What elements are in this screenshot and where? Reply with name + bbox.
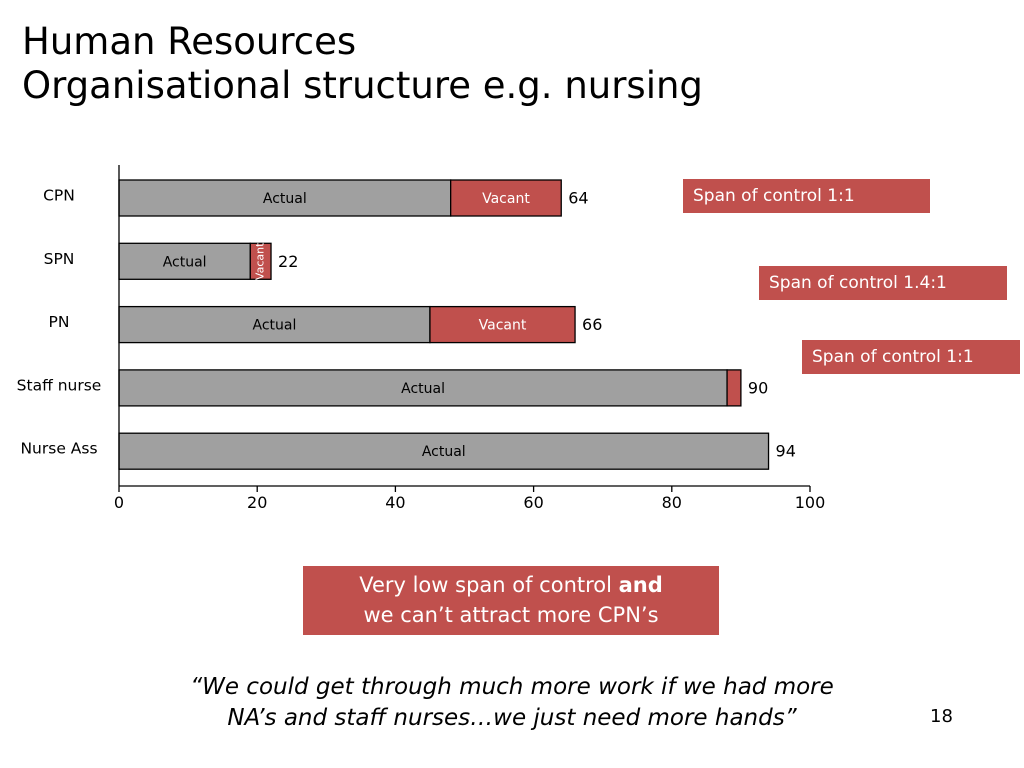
bar-vacant xyxy=(450,179,562,217)
bar-label-vacant: Vacant xyxy=(479,318,527,334)
callout-span-pn: Span of control 1:1 xyxy=(802,340,1020,374)
bar-total-label: 66 xyxy=(582,315,602,334)
x-tick-label: 60 xyxy=(523,493,543,512)
conclusion-box: Very low span of control and we can’t at… xyxy=(303,566,719,635)
bar-total-label: 90 xyxy=(748,378,768,397)
category-label: PN xyxy=(49,313,70,331)
conclusion-line-2: we can’t attract more CPN’s xyxy=(363,603,659,627)
quote-line-2: NA’s and staff nurses…we just need more … xyxy=(227,705,797,731)
bar-label-actual: Actual xyxy=(263,191,307,207)
bar-label-actual: Actual xyxy=(422,444,466,460)
bar-total-label: 94 xyxy=(776,442,796,461)
quote-line-1: “We could get through much more work if … xyxy=(190,674,834,700)
quote: “We could get through much more work if … xyxy=(100,672,924,734)
bar-actual xyxy=(118,432,770,470)
bar-vacant xyxy=(249,242,272,280)
category-label: SPN xyxy=(44,250,75,268)
x-tick-label: 40 xyxy=(385,493,405,512)
callout-span-spn: Span of control 1.4:1 xyxy=(759,266,1007,300)
title-line-2: Organisational structure e.g. nursing xyxy=(22,64,703,107)
category-label: Staff nurse xyxy=(17,376,102,394)
stacked-bar-chart: CPN Actual Vacant 64 SPN Actual Vacant 22 PN Actu… xyxy=(17,165,826,512)
conclusion-line-1: Very low span of control and xyxy=(303,570,719,600)
title-line-1: Human Resources xyxy=(22,20,357,63)
bar-total-label: 64 xyxy=(568,189,588,208)
x-tick-label: 80 xyxy=(662,493,682,512)
category-label: CPN xyxy=(43,187,75,205)
x-tick-label: 20 xyxy=(247,493,267,512)
bar-label-vacant: Vacant xyxy=(482,191,530,207)
category-label: Nurse Ass xyxy=(20,440,97,458)
bar-actual xyxy=(118,305,431,344)
bar-total-label: 22 xyxy=(278,252,298,271)
bar-label-actual: Actual xyxy=(163,254,207,270)
slide-title: Human Resources Organisational structure… xyxy=(22,20,703,108)
x-tick-label: 0 xyxy=(114,493,124,512)
page-number: 18 xyxy=(930,706,953,727)
x-tick-label: 100 xyxy=(795,493,826,512)
bar-label-actual: Actual xyxy=(401,381,445,397)
conclusion-bold: and xyxy=(618,573,663,597)
bar-label-vacant: Vacant xyxy=(254,242,267,280)
bar-vacant xyxy=(429,305,576,344)
bar-actual xyxy=(118,369,728,407)
conclusion-text: Very low span of control xyxy=(359,573,619,597)
bar-label-actual: Actual xyxy=(253,318,297,334)
bar-vacant xyxy=(726,369,742,407)
callout-span-cpn: Span of control 1:1 xyxy=(683,179,930,213)
